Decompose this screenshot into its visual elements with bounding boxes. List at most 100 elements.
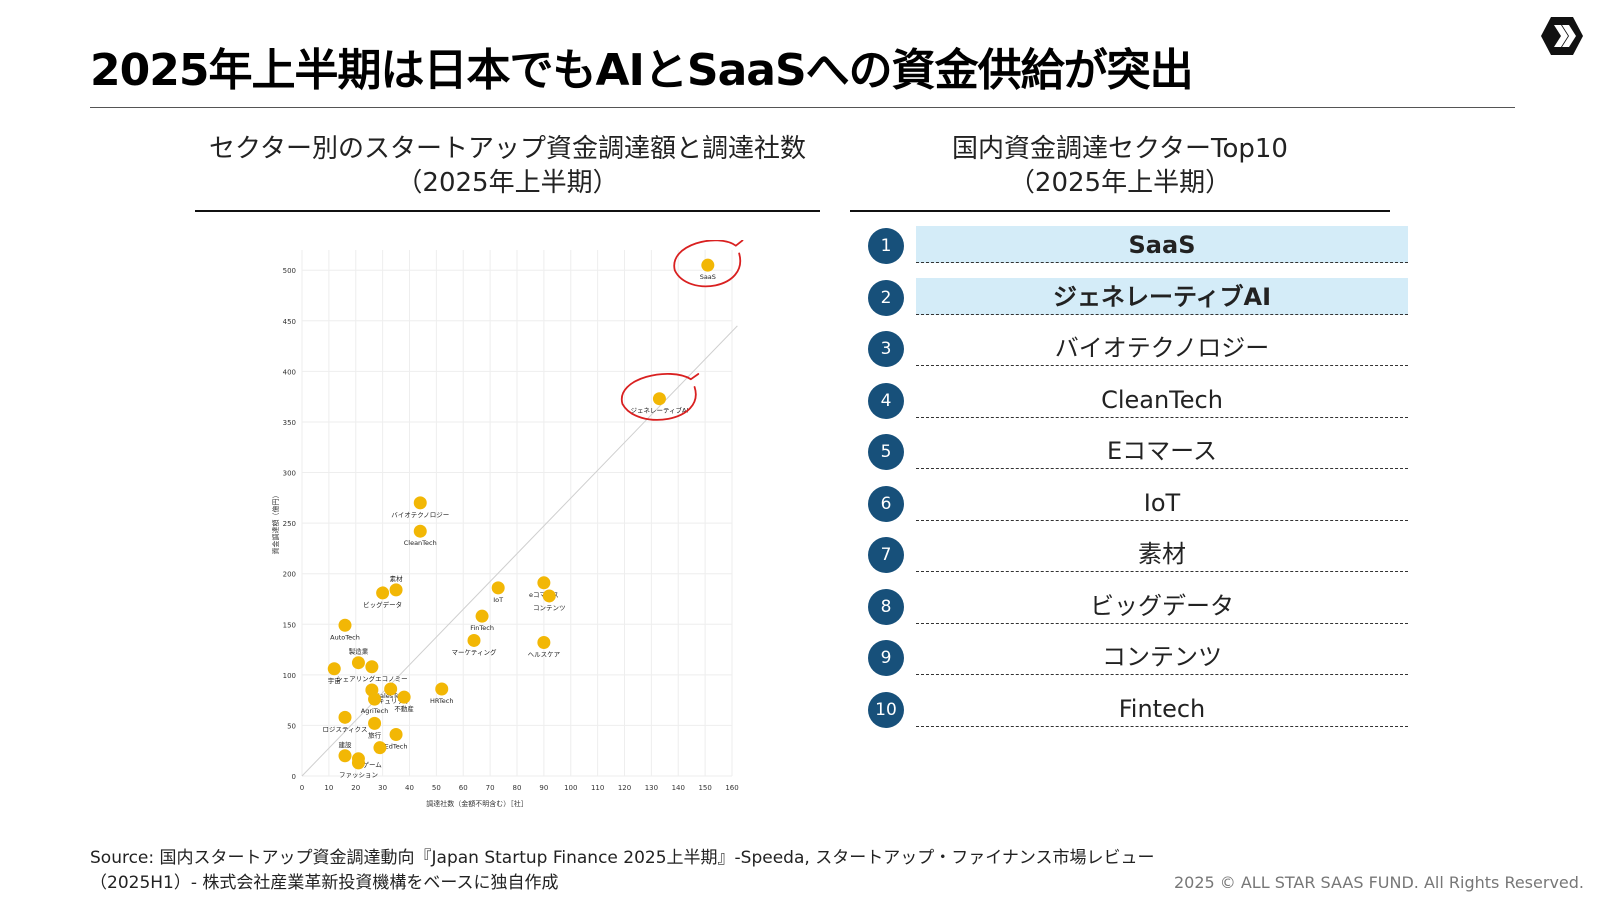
data-point (338, 710, 352, 724)
data-label: SaaS (700, 273, 716, 281)
data-point (397, 690, 411, 704)
x-tick-label: 10 (324, 784, 333, 792)
data-label: ロジスティクス (323, 725, 368, 733)
data-point (413, 524, 427, 538)
rank-number-badge: 8 (868, 588, 904, 625)
data-label: ファッション (339, 771, 378, 779)
x-tick-label: 90 (539, 784, 548, 792)
y-tick-label: 400 (283, 368, 296, 376)
data-label: ヘルスケア (528, 650, 561, 658)
data-label: HRTech (430, 697, 454, 705)
rank-label: ジェネレーティブAI (916, 277, 1408, 315)
rank-item: 9 コンテンツ (868, 638, 1408, 678)
x-tick-label: 40 (405, 784, 414, 792)
data-label: 建設 (339, 740, 353, 749)
data-label: コンテンツ (533, 604, 566, 612)
data-label: 不動産 (394, 704, 414, 713)
rank-item: 2 ジェネレーティブAI (868, 277, 1408, 318)
x-tick-label: 110 (591, 784, 604, 792)
chart-panel-title: セクター別のスタートアップ資金調達額と調達社数 （2025年上半期） (195, 132, 820, 200)
y-tick-label: 500 (283, 267, 296, 275)
data-label: CleanTech (404, 539, 437, 547)
data-point (368, 716, 382, 730)
y-tick-label: 450 (283, 318, 296, 326)
rank-item: 7 素材 (868, 535, 1408, 575)
data-label: FinTech (470, 624, 494, 632)
chart-panel-rule (195, 210, 820, 212)
data-point (327, 662, 341, 676)
x-tick-label: 80 (513, 784, 522, 792)
data-point (368, 692, 382, 706)
x-tick-label: 70 (486, 784, 495, 792)
rank-label: バイオテクノロジー (916, 329, 1408, 366)
ranking-panel-title: 国内資金調達セクターTop10 （2025年上半期） (850, 132, 1390, 200)
data-label: 宇宙 (328, 676, 341, 685)
data-point (537, 576, 551, 590)
data-label: ゲーム (362, 760, 382, 769)
rank-item: 6 IoT (868, 484, 1408, 524)
rank-item: 1 SaaS (868, 226, 1408, 266)
rank-number-badge: 10 (868, 691, 904, 728)
ranking-panel-title-line1: 国内資金調達セクターTop10 (952, 134, 1288, 164)
data-point (413, 496, 427, 510)
data-point (384, 682, 398, 696)
y-tick-label: 300 (283, 470, 296, 478)
data-label: シェアリングエコノミー (336, 674, 408, 683)
rank-label: ビッグデータ (916, 587, 1408, 624)
rank-number-badge: 4 (868, 382, 904, 419)
data-label: マーケティング (452, 647, 497, 656)
x-tick-label: 60 (459, 784, 468, 792)
data-label: ビッグデータ (363, 600, 402, 609)
data-label: 旅行 (368, 730, 382, 739)
data-label: AutoTech (330, 633, 360, 641)
rank-number-badge: 5 (868, 434, 904, 470)
data-point (338, 749, 352, 763)
x-tick-label: 20 (351, 784, 360, 792)
page-title: 2025年上半期は日本でもAIとSaaSへの資金供給が突出 (90, 45, 1194, 96)
data-point (365, 660, 379, 674)
rank-item: 10 Fintech (868, 690, 1408, 730)
source-note: Source: 国内スタートアップ資金調達動向『Japan Startup Fi… (90, 846, 1155, 896)
y-tick-label: 150 (283, 621, 296, 629)
x-tick-label: 140 (672, 784, 685, 792)
rank-label: IoT (916, 484, 1408, 521)
rank-number-badge: 2 (868, 279, 904, 316)
rank-number-badge: 9 (868, 640, 904, 676)
data-point (338, 618, 352, 632)
rank-number-badge: 6 (868, 485, 904, 522)
brand-logo-icon (1541, 17, 1583, 55)
chart-panel-title-line2: （2025年上半期） (396, 168, 619, 198)
rank-number-badge: 3 (868, 331, 904, 367)
data-point (475, 609, 489, 623)
x-tick-label: 50 (432, 784, 441, 792)
highlight-circle (673, 240, 744, 288)
rank-number-badge: 1 (868, 228, 904, 264)
rank-item: 5 Eコマース (868, 432, 1408, 472)
copyright: 2025 © ALL STAR SAAS FUND. All Rights Re… (1173, 873, 1584, 892)
rank-item: 8 ビッグデータ (868, 587, 1408, 627)
data-point (389, 583, 403, 597)
ranking-panel-rule (850, 210, 1390, 212)
data-label: ジェネレーティブAI (630, 406, 688, 415)
data-point (351, 656, 365, 670)
rank-number-badge: 7 (868, 537, 904, 573)
y-tick-label: 200 (283, 571, 296, 579)
data-point (351, 756, 365, 770)
data-point (376, 586, 390, 600)
data-point (537, 635, 551, 649)
ranking-panel-title-line2: （2025年上半期） (1008, 168, 1232, 198)
data-label: 素材 (390, 574, 404, 583)
y-tick-label: 0 (292, 773, 296, 781)
source-line-2: （2025H1）- 株式会社産業革新投資機構をベースに独自作成 (90, 873, 559, 893)
data-point (701, 258, 715, 272)
data-label: セキュリティ (371, 697, 410, 705)
data-label: バイオテクノロジー (391, 511, 449, 519)
title-divider (90, 107, 1515, 108)
y-tick-label: 50 (287, 722, 296, 730)
x-tick-label: 30 (378, 784, 387, 792)
data-point (435, 682, 449, 696)
chart-panel-title-line1: セクター別のスタートアップ資金調達額と調達社数 (209, 134, 806, 164)
source-line-1: Source: 国内スタートアップ資金調達動向『Japan Startup Fi… (90, 848, 1155, 868)
rank-item: 4 CleanTech (868, 381, 1408, 421)
data-point (389, 728, 403, 742)
